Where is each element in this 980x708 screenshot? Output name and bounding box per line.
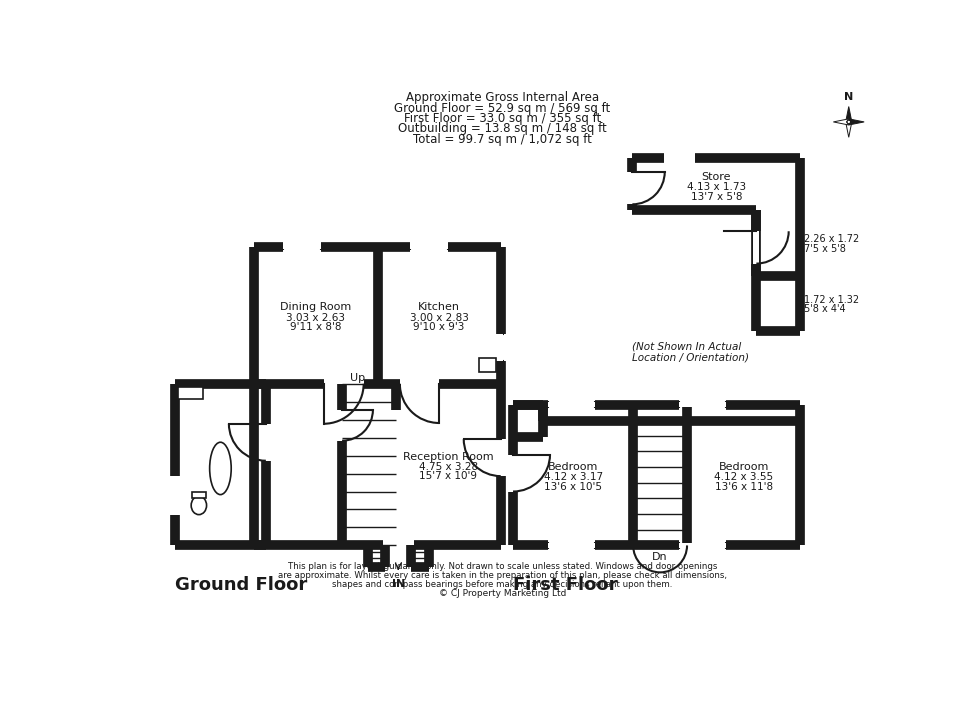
Text: 9'10 x 9'3: 9'10 x 9'3: [414, 321, 465, 332]
Text: Kitchen: Kitchen: [418, 302, 461, 312]
Bar: [664, 156, 695, 161]
Text: 4.13 x 1.73: 4.13 x 1.73: [687, 181, 746, 192]
Polygon shape: [833, 119, 849, 125]
Polygon shape: [846, 106, 852, 122]
Bar: [172, 476, 177, 515]
Bar: [633, 404, 687, 545]
Text: (Not Shown In Actual
Location / Orientation): (Not Shown In Actual Location / Orientat…: [632, 341, 750, 363]
Text: 5'8 x 4'4: 5'8 x 4'4: [804, 304, 846, 314]
Text: Ground Floor = 52.9 sq m / 569 sq ft: Ground Floor = 52.9 sq m / 569 sq ft: [394, 101, 611, 115]
Bar: [549, 543, 595, 548]
Text: N: N: [844, 92, 854, 102]
Text: 15'7 x 10'9: 15'7 x 10'9: [419, 471, 477, 481]
Text: Total = 99.7 sq m / 1,072 sq ft: Total = 99.7 sq m / 1,072 sq ft: [413, 132, 592, 146]
Text: are approximate. Whilst every care is taken in the preparation of this plan, ple: are approximate. Whilst every care is ta…: [277, 571, 727, 581]
Text: First Floor: First Floor: [514, 576, 617, 595]
Text: 13'6 x 10'5: 13'6 x 10'5: [544, 481, 602, 491]
Bar: [412, 545, 429, 567]
Text: 4.12 x 3.55: 4.12 x 3.55: [714, 472, 773, 482]
Bar: [679, 543, 725, 548]
Text: 7'5 x 5'8: 7'5 x 5'8: [804, 244, 846, 253]
Text: Reception Room: Reception Room: [403, 452, 494, 462]
Bar: [410, 244, 449, 249]
Bar: [175, 384, 266, 545]
Circle shape: [847, 120, 851, 124]
Text: © CJ Property Marketing Ltd: © CJ Property Marketing Ltd: [439, 589, 565, 598]
Bar: [479, 358, 496, 372]
Bar: [283, 244, 321, 249]
Text: shapes and compass bearings before making any decisions reliant upon them.: shapes and compass bearings before makin…: [332, 580, 672, 589]
Text: 3.03 x 2.63: 3.03 x 2.63: [286, 312, 345, 323]
Text: Outbuilding = 13.8 sq m / 148 sq ft: Outbuilding = 13.8 sq m / 148 sq ft: [398, 122, 607, 135]
Bar: [514, 404, 801, 545]
Bar: [255, 246, 501, 384]
Text: Bedroom: Bedroom: [718, 462, 769, 472]
Text: First Floor = 33.0 sq m / 355 sq ft: First Floor = 33.0 sq m / 355 sq ft: [404, 112, 601, 125]
Text: Approximate Gross Internal Area: Approximate Gross Internal Area: [406, 91, 599, 104]
Text: This plan is for layout guidance only. Not drawn to scale unless stated. Windows: This plan is for layout guidance only. N…: [287, 562, 717, 571]
Ellipse shape: [210, 442, 231, 495]
Text: 9'11 x 8'8: 9'11 x 8'8: [290, 321, 342, 332]
Bar: [757, 210, 801, 276]
Polygon shape: [849, 119, 864, 125]
Text: Bedroom: Bedroom: [548, 462, 598, 472]
Text: Dn: Dn: [653, 552, 668, 561]
Text: 3.00 x 2.83: 3.00 x 2.83: [410, 312, 468, 323]
Bar: [679, 402, 725, 407]
Bar: [498, 333, 504, 360]
Polygon shape: [846, 122, 852, 137]
Bar: [549, 402, 595, 407]
Text: 13'6 x 11'8: 13'6 x 11'8: [714, 481, 772, 491]
Text: Store: Store: [702, 171, 731, 181]
Text: 2.26 x 1.72: 2.26 x 1.72: [804, 234, 859, 244]
Text: 4.75 x 3.28: 4.75 x 3.28: [418, 462, 478, 472]
Text: Ground Floor: Ground Floor: [175, 576, 308, 595]
Text: 13'7 x 5'8: 13'7 x 5'8: [691, 192, 742, 202]
Bar: [632, 158, 801, 210]
Bar: [178, 387, 203, 399]
Bar: [192, 492, 206, 498]
Bar: [368, 545, 385, 567]
Text: IN: IN: [392, 579, 405, 589]
Text: 1.72 x 1.32: 1.72 x 1.32: [804, 295, 859, 304]
Text: Up: Up: [350, 372, 365, 382]
Text: 4.12 x 3.17: 4.12 x 3.17: [544, 472, 603, 482]
Bar: [757, 276, 801, 331]
Text: Dining Room: Dining Room: [280, 302, 352, 312]
Bar: [754, 210, 760, 276]
Bar: [255, 384, 501, 545]
Bar: [514, 404, 543, 437]
Ellipse shape: [191, 496, 207, 515]
